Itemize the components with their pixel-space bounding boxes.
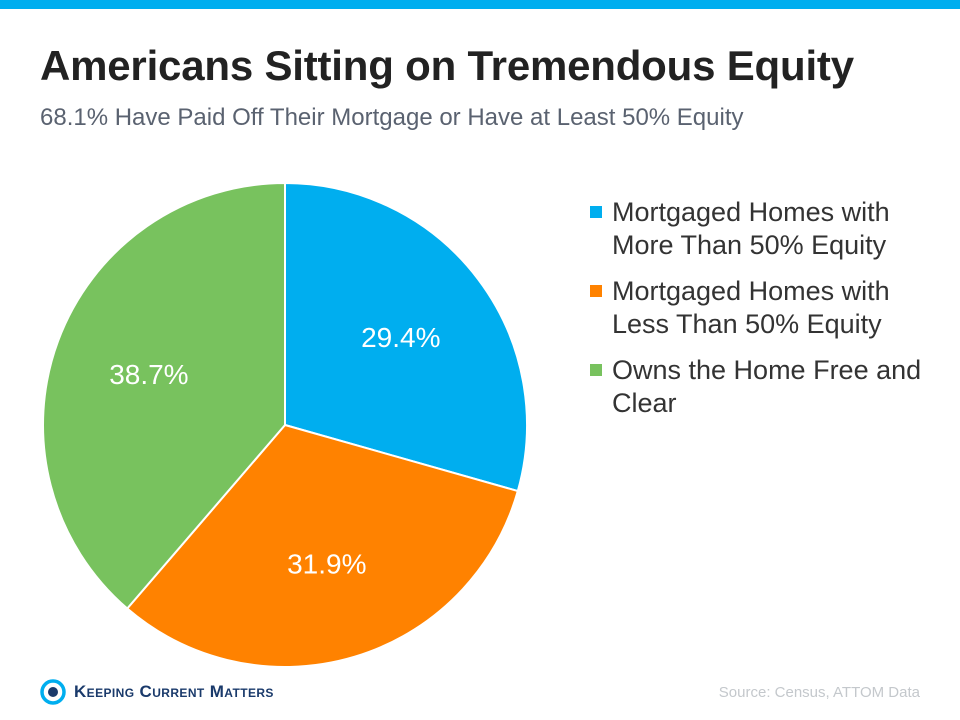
legend-item-1: Mortgaged Homes with More Than 50% Equit…	[590, 196, 930, 262]
pie-slice-label-1: 29.4%	[361, 322, 440, 353]
kcm-logo-text: Keeping Current Matters	[74, 682, 274, 701]
legend-swatch-1	[590, 206, 602, 218]
pie-slice-3	[42, 181, 286, 610]
pie-slice-label-3: 38.7%	[109, 359, 188, 390]
legend-label-2: Mortgaged Homes with Less Than 50% Equit…	[612, 276, 890, 339]
top-accent-bar	[0, 0, 960, 9]
legend-swatch-3	[590, 364, 602, 376]
legend-item-3: Owns the Home Free and Clear	[590, 354, 930, 420]
chart-title: Americans Sitting on Tremendous Equity	[40, 42, 854, 89]
legend-label-1: Mortgaged Homes with More Than 50% Equit…	[612, 197, 890, 260]
legend-item-2: Mortgaged Homes with Less Than 50% Equit…	[590, 275, 930, 341]
pie-slice-label-2: 31.9%	[287, 549, 366, 580]
chart-subtitle: 68.1% Have Paid Off Their Mortgage or Ha…	[40, 104, 744, 131]
chart-legend: Mortgaged Homes with More Than 50% Equit…	[590, 196, 930, 433]
source-note: Source: Census, ATTOM Data	[718, 684, 920, 701]
kcm-logo-icon	[40, 679, 66, 705]
legend-label-3: Owns the Home Free and Clear	[612, 355, 922, 418]
legend-swatch-2	[590, 285, 602, 297]
kcm-logo: Keeping Current Matters	[40, 677, 274, 707]
pie-slice-2	[125, 423, 520, 668]
pie-slice-1	[284, 181, 528, 493]
